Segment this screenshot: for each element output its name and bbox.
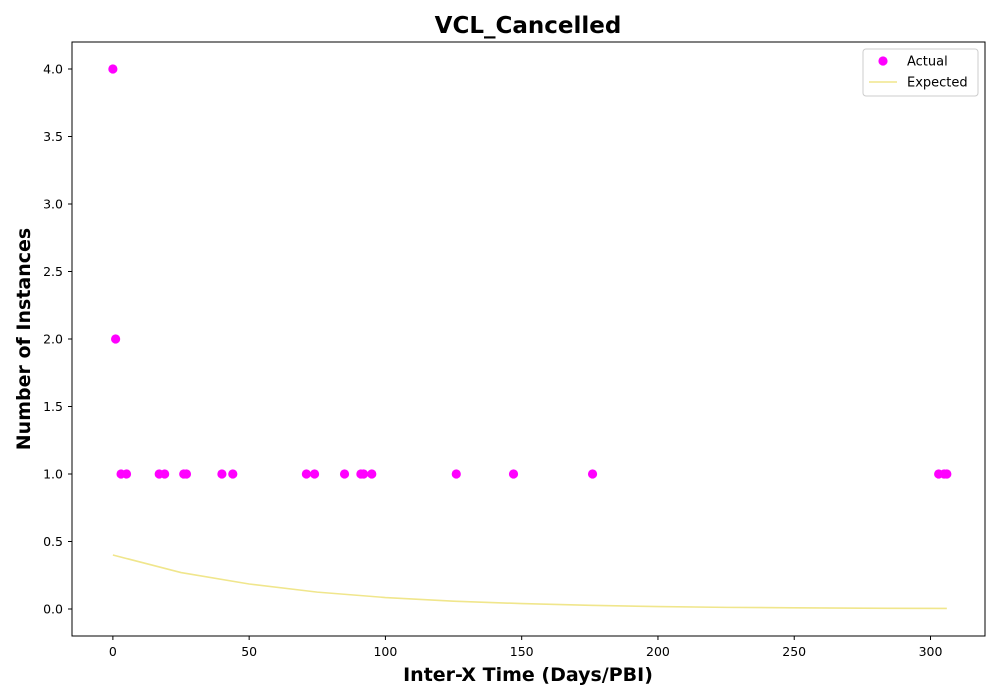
x-tick-label-1: 50 [241, 644, 257, 659]
y-tick-label-1: 0.5 [43, 534, 63, 549]
actual-point-7 [181, 469, 192, 479]
x-tick-label-3: 150 [510, 644, 534, 659]
actual-point-21 [942, 469, 952, 479]
chart-title: VCL_Cancelled [435, 13, 622, 39]
actual-point-0 [108, 64, 118, 74]
axes-layer: 0 50 100 150 200 250 300 0.0 0.5 1.0 1.5 2.0 2.5 3.0 3… [43, 41, 986, 659]
actual-point-5 [160, 469, 170, 479]
x-axis-label: Inter-X Time (Days/PBI) [403, 664, 653, 686]
legend-label-0: Actual [907, 55, 948, 70]
expected-line [112, 554, 947, 610]
y-tick-label-4: 2.0 [43, 332, 63, 347]
x-tick-label-2: 100 [373, 644, 397, 659]
actual-point-1 [111, 334, 121, 344]
actual-point-10 [301, 469, 311, 479]
legend-marker-actual [878, 56, 888, 66]
x-tick-label-5: 250 [782, 644, 806, 659]
actual-point-8 [217, 469, 227, 479]
y-tick-label-2: 1.0 [43, 467, 63, 482]
actual-point-16 [451, 469, 461, 479]
legend-label-1: Expected [907, 76, 968, 91]
actual-point-11 [309, 469, 320, 479]
y-tick-label-0: 0.0 [43, 602, 63, 617]
legend-box [862, 48, 979, 97]
actual-point-3 [121, 469, 132, 479]
actual-point-17 [508, 469, 519, 479]
y-tick-label-6: 3.0 [43, 197, 63, 212]
plot-frame [71, 41, 986, 637]
y-axis-label: Number of Instances [13, 228, 35, 450]
x-tick-label-4: 200 [646, 644, 670, 659]
legend: Actual Expected [862, 48, 979, 97]
plot-layer [108, 64, 952, 610]
y-tick-label-7: 3.5 [43, 129, 63, 144]
y-tick-label-3: 1.5 [43, 399, 63, 414]
actual-point-15 [367, 469, 377, 479]
actual-point-9 [228, 469, 238, 479]
actual-point-18 [587, 469, 598, 479]
y-tick-label-8: 4.0 [43, 62, 63, 77]
actual-point-12 [339, 469, 350, 479]
y-tick-label-5: 2.5 [43, 264, 63, 279]
actual-point-14 [359, 469, 369, 479]
x-tick-label-6: 300 [919, 644, 943, 659]
x-tick-label-0: 0 [109, 644, 117, 659]
